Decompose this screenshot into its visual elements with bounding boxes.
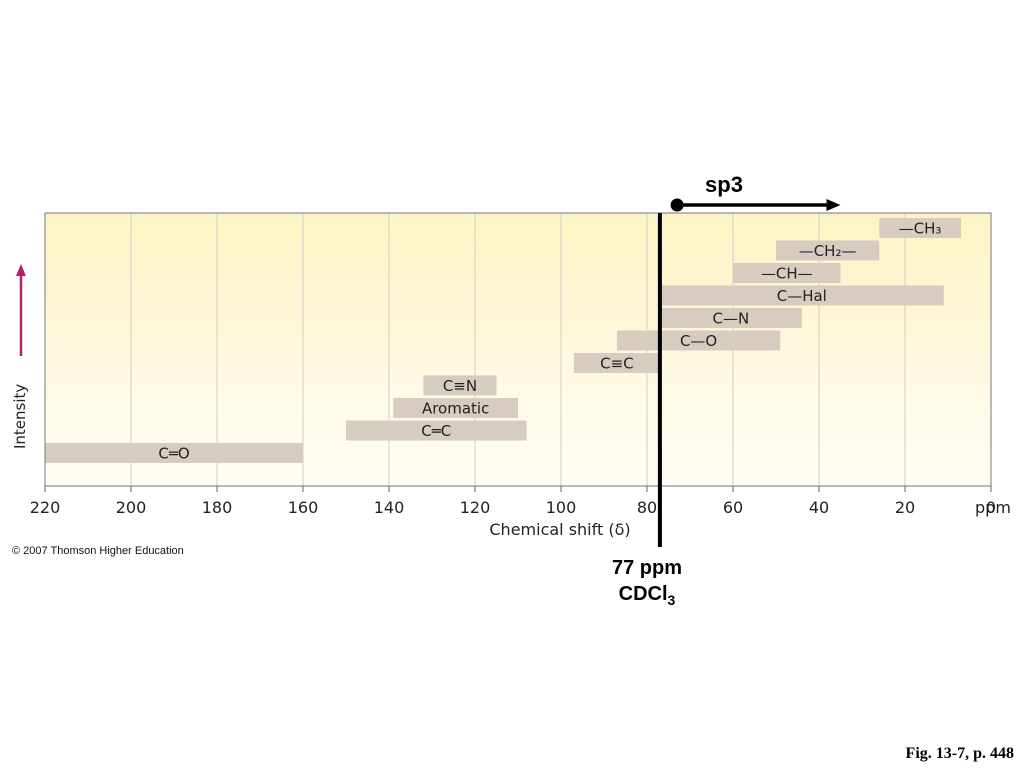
range-band-4 [659, 308, 802, 328]
x-unit-label: ppm [975, 498, 1011, 517]
range-band-9 [346, 420, 527, 441]
tick-label-60: 60 [723, 498, 743, 517]
range-band-1 [776, 240, 880, 261]
range-band-2 [733, 263, 841, 283]
range-label-10: C═O [158, 445, 189, 463]
tick-label-120: 120 [460, 498, 491, 517]
intensity-arrowhead [16, 264, 26, 276]
copyright-notice: © 2007 Thomson Higher Education [12, 545, 184, 557]
range-band-5 [616, 330, 781, 351]
range-band-10 [45, 443, 303, 463]
tick-label-140: 140 [374, 498, 405, 517]
tick-label-160: 160 [288, 498, 319, 517]
range-band-3 [659, 285, 944, 306]
range-band-7 [423, 375, 497, 396]
range-band-6 [573, 353, 660, 373]
range-label-8: Aromatic [422, 400, 489, 418]
range-label-1: —CH₂— [799, 242, 857, 260]
tick-label-40: 40 [809, 498, 829, 517]
tick-label-80: 80 [637, 498, 657, 517]
range-bands: —CH₃ —CH₂— —CH— C—Hal C—N C—O C≡C C≡N Aromatic C═… [45, 218, 961, 463]
range-label-4: C—N [712, 310, 749, 328]
tick-label-220: 220 [30, 498, 61, 517]
range-label-6: C≡C [600, 355, 634, 373]
tick-label-100: 100 [546, 498, 577, 517]
x-axis-title: Chemical shift (δ) [489, 520, 630, 539]
y-axis-title: Intensity [11, 384, 29, 449]
x-axis-ticks: 220 200 180 160 140 120 100 80 60 40 20 0 [30, 486, 996, 517]
figure-caption: Fig. 13-7, p. 448 [906, 745, 1014, 762]
range-label-7: C≡N [443, 377, 477, 395]
range-label-5: C—O [680, 332, 717, 350]
range-label-3: C—Hal [777, 287, 827, 305]
tick-label-200: 200 [116, 498, 147, 517]
range-band-8 [393, 398, 518, 418]
tick-label-20: 20 [895, 498, 915, 517]
range-label-9: C═C [421, 422, 451, 440]
reference-label-ppm: 77 ppm [612, 557, 682, 579]
tick-label-180: 180 [202, 498, 233, 517]
sp3-arrowhead [826, 199, 841, 211]
range-label-2: —CH— [761, 265, 813, 283]
tick-label-0: 0 [986, 498, 996, 517]
reference-label-solvent: CDCl3 [619, 583, 676, 608]
sp3-label: sp3 [705, 172, 743, 197]
plot-frame [44, 212, 992, 487]
range-label-0: —CH₃ [899, 220, 942, 238]
range-band-0 [879, 218, 961, 238]
